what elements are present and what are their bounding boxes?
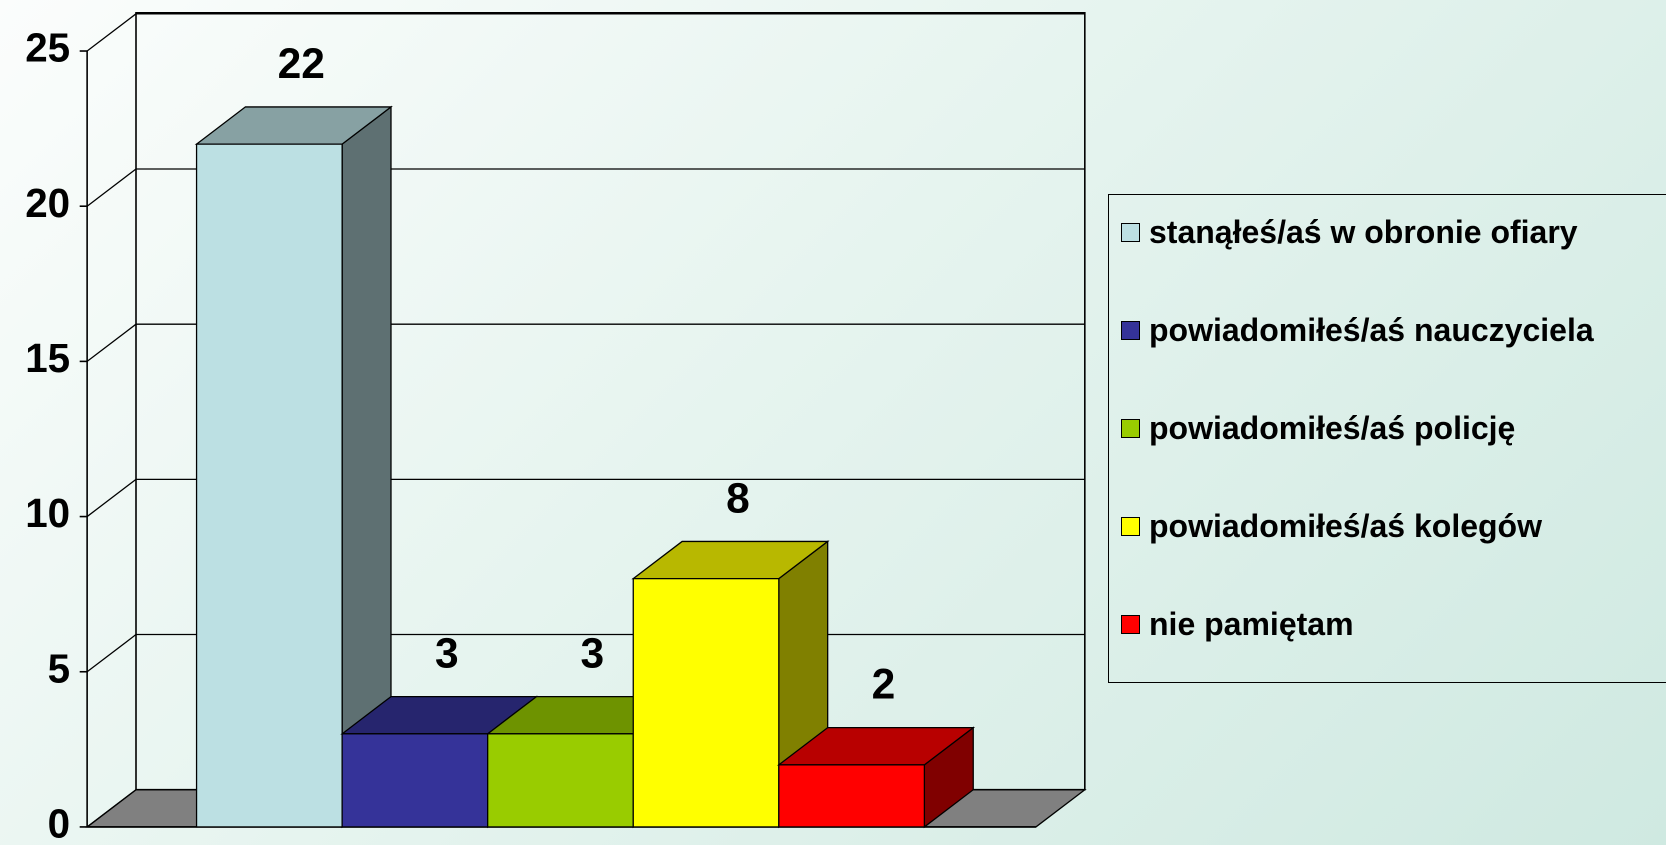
y-tick-label: 10 xyxy=(25,490,70,536)
legend-label: stanąłeś/aś w obronie ofiary xyxy=(1149,214,1578,250)
data-label: 2 xyxy=(872,661,896,708)
y-tick-label: 25 xyxy=(25,25,70,71)
y-tick-label: 0 xyxy=(48,801,70,845)
data-label: 3 xyxy=(435,630,459,677)
data-label: 3 xyxy=(581,630,605,677)
data-label: 22 xyxy=(278,41,325,88)
legend-label: powiadomiłeś/aś policję xyxy=(1149,410,1516,446)
legend-item: powiadomiłeś/aś nauczyciela xyxy=(1109,309,1666,407)
legend-swatch xyxy=(1121,223,1140,242)
legend-item: powiadomiłeś/aś policję xyxy=(1109,407,1666,505)
bar xyxy=(778,764,926,828)
legend-label: powiadomiłeś/aś nauczyciela xyxy=(1149,312,1594,348)
legend-item: powiadomiłeś/aś kolegów xyxy=(1109,505,1666,603)
bar xyxy=(487,733,634,828)
legend-label: powiadomiłeś/aś kolegów xyxy=(1149,508,1542,544)
legend-swatch xyxy=(1121,517,1140,536)
y-tick-label: 5 xyxy=(48,645,70,691)
bar xyxy=(195,143,343,828)
legend-swatch xyxy=(1121,321,1140,340)
y-tick-label: 15 xyxy=(25,335,70,381)
y-tick-label: 20 xyxy=(25,180,70,226)
grid-line-side xyxy=(86,13,137,52)
legend-swatch xyxy=(1121,419,1140,438)
legend-item: stanąłeś/aś w obronie ofiary xyxy=(1109,211,1666,309)
grid-line-side xyxy=(86,789,137,828)
grid-line-side xyxy=(86,478,137,518)
legend-label: nie pamiętam xyxy=(1149,606,1354,642)
bar xyxy=(341,733,489,828)
grid-line-side xyxy=(86,168,137,207)
data-label: 8 xyxy=(726,475,750,522)
legend: stanąłeś/aś w obronie ofiary powiadomiłeś… xyxy=(1108,194,1666,683)
grid-line-side xyxy=(86,634,137,673)
legend-item: nie pamiętam xyxy=(1109,603,1666,701)
bar xyxy=(632,578,780,828)
legend-swatch xyxy=(1121,615,1140,634)
grid-line-side xyxy=(86,323,137,362)
